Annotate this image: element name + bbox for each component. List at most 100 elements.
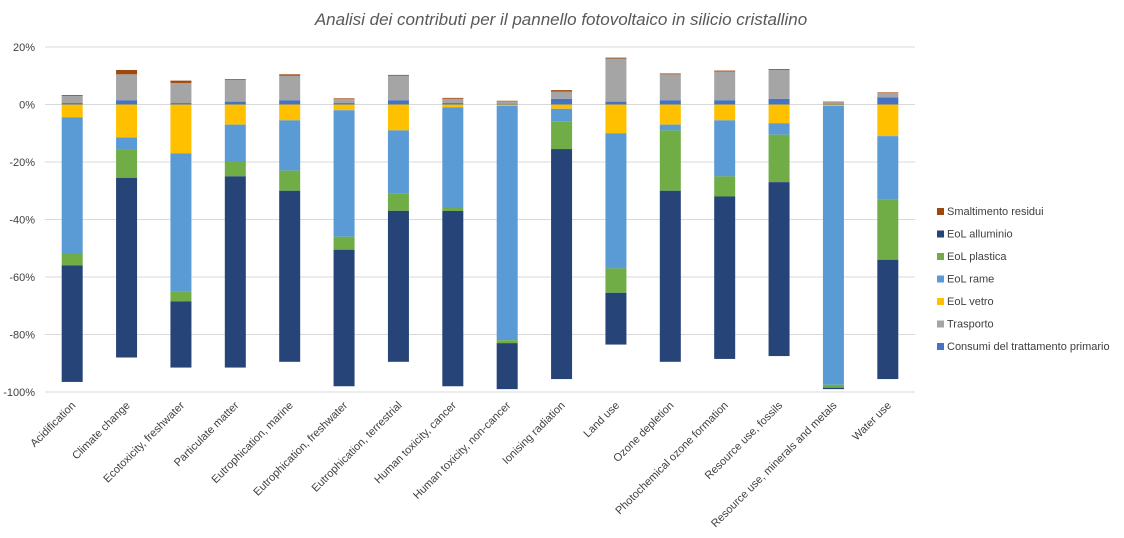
bar-segment — [551, 149, 573, 380]
bar-segment — [61, 104, 83, 118]
bar-segment — [61, 117, 83, 254]
bar-segment — [333, 98, 355, 99]
bar-segment — [116, 74, 138, 101]
bar-segment — [387, 130, 409, 194]
legend-label: EoL plastica — [947, 251, 1007, 263]
bar-segment — [768, 69, 790, 70]
bar-segment — [605, 101, 627, 105]
bar-segment — [224, 101, 246, 105]
y-tick-label: -40% — [9, 215, 35, 227]
bar-segment — [822, 103, 844, 105]
bar-segment — [170, 80, 192, 83]
x-tick-label: Land use — [582, 400, 622, 440]
bar-segment — [659, 104, 681, 125]
bar-segment — [822, 384, 844, 388]
bar-segment — [170, 103, 192, 105]
bar-segment — [116, 70, 138, 75]
bar-segment — [877, 92, 899, 93]
legend-label: Consumi del trattamento primario — [947, 341, 1110, 353]
bar-segment — [496, 343, 518, 390]
legend-swatch — [937, 208, 944, 215]
bar-segment — [659, 130, 681, 191]
bar-segment — [387, 193, 409, 211]
bar-segment — [551, 91, 573, 99]
bar-segment — [877, 104, 899, 137]
bar-segment — [605, 104, 627, 134]
bar-segment — [387, 75, 409, 101]
bar-segment — [442, 107, 464, 208]
bar-segment — [714, 100, 736, 105]
bar-segment — [224, 104, 246, 125]
bar-segment — [877, 199, 899, 260]
bar-segment — [551, 104, 573, 109]
bar-segment — [279, 74, 301, 76]
bar-segment — [822, 104, 844, 106]
bar-segment — [714, 71, 736, 101]
legend-label: EoL rame — [947, 274, 994, 286]
bar-segment — [551, 98, 573, 105]
x-tick-label: Climate change — [70, 400, 133, 463]
bar-segment — [659, 100, 681, 105]
bar-segment — [605, 57, 627, 59]
legend-swatch — [937, 298, 944, 305]
bar-segment — [116, 100, 138, 105]
x-tick-label: Eutrophication, terrestrial — [310, 400, 405, 495]
bar-segment — [442, 104, 464, 108]
bar-segment — [659, 124, 681, 131]
bar-segment — [442, 97, 464, 99]
bar-segment — [822, 102, 844, 104]
bar-segment — [822, 101, 844, 103]
bar-segment — [170, 291, 192, 302]
bar-segment — [442, 210, 464, 387]
bar-segment — [768, 70, 790, 99]
bar-segment — [61, 265, 83, 382]
bar-segment — [605, 268, 627, 293]
bar-segment — [714, 176, 736, 197]
bar-segment — [387, 210, 409, 362]
bar-segment — [714, 196, 736, 359]
legend-swatch — [937, 230, 944, 238]
bar-segment — [496, 105, 518, 341]
legend-label: Trasporto — [947, 319, 994, 331]
bar-segment — [714, 104, 736, 121]
chart-title: Analisi dei contributi per il pannello f… — [314, 10, 807, 29]
x-tick-label: Photochemical ozone formation — [613, 400, 730, 517]
bar-segment — [442, 208, 464, 211]
bar-segment — [116, 137, 138, 150]
bar-segment — [61, 103, 83, 105]
legend-swatch — [937, 253, 944, 260]
bar-segment — [768, 182, 790, 357]
bar-segment — [279, 75, 301, 101]
legend-label: EoL alluminio — [947, 229, 1013, 241]
x-tick-label: Resource use, minerals and metals — [709, 399, 840, 530]
bar-segment — [333, 249, 355, 387]
bar-segment — [877, 93, 899, 98]
bar-segment — [170, 153, 192, 292]
y-tick-label: 20% — [13, 42, 35, 54]
bar-segment — [333, 236, 355, 250]
bar-segment — [387, 74, 409, 76]
legend: Smaltimento residui EoL alluminio EoL plas… — [937, 206, 1110, 353]
bar-segment — [224, 79, 246, 81]
bars — [61, 57, 899, 390]
bar-segment — [224, 176, 246, 368]
bar-segment — [61, 95, 83, 96]
bar-segment — [496, 104, 518, 106]
legend-swatch — [937, 275, 944, 283]
bar-segment — [387, 104, 409, 131]
bar-segment — [224, 124, 246, 162]
bar-segment — [768, 104, 790, 124]
bar-segment — [605, 58, 627, 102]
x-tick-label: Water use — [850, 400, 894, 444]
bar-segment — [170, 301, 192, 368]
bar-segment — [333, 104, 355, 111]
bar-segment — [551, 108, 573, 122]
bar-segment — [659, 190, 681, 362]
bar-segment — [170, 104, 192, 154]
y-tick-label: -80% — [9, 330, 35, 342]
x-tick-label: Human toxicity, non-cancer — [411, 399, 513, 501]
legend-swatch — [937, 320, 944, 328]
bar-segment — [116, 177, 138, 358]
bar-segment — [714, 120, 736, 177]
